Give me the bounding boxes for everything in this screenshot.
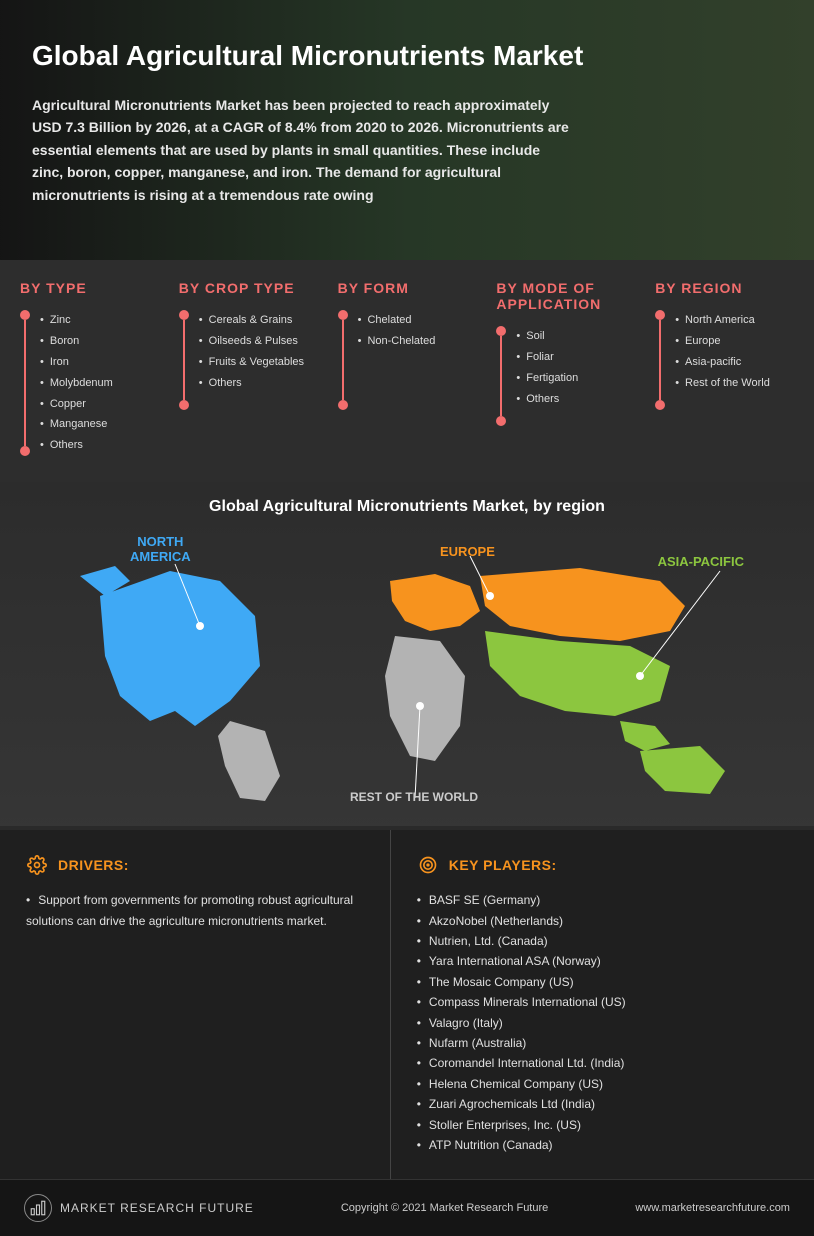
- list-item: The Mosaic Company (US): [417, 972, 788, 992]
- list-item: Zuari Agrochemicals Ltd (India): [417, 1094, 788, 1114]
- segment-title: BY MODE OF APPLICATION: [496, 280, 635, 312]
- segment-by-region: BY REGION North America Europe Asia-paci…: [645, 280, 804, 456]
- segment-title: BY TYPE: [20, 280, 159, 296]
- footer-url: www.marketresearchfuture.com: [635, 1202, 790, 1214]
- list-item: Copper: [40, 394, 113, 415]
- list-item: Others: [516, 389, 578, 410]
- segment-by-mode: BY MODE OF APPLICATION Soil Foliar Ferti…: [486, 280, 645, 456]
- segment-by-type: BY TYPE Zinc Boron Iron Molybdenum Coppe…: [10, 280, 169, 456]
- region-label-ap: ASIA-PACIFIC: [658, 554, 744, 569]
- segment-title: BY FORM: [338, 280, 477, 296]
- segment-title: BY CROP TYPE: [179, 280, 318, 296]
- list-item: ATP Nutrition (Canada): [417, 1135, 788, 1155]
- segment-by-form: BY FORM Chelated Non-Chelated: [328, 280, 487, 456]
- hero-description: Agricultural Micronutrients Market has b…: [32, 94, 572, 206]
- list-item: BASF SE (Germany): [417, 890, 788, 910]
- map-title: Global Agricultural Micronutrients Marke…: [20, 498, 794, 516]
- hero-section: Global Agricultural Micronutrients Marke…: [0, 0, 814, 260]
- list-item: Europe: [675, 331, 770, 352]
- list-item: Asia-pacific: [675, 352, 770, 373]
- list-item: Valagro (Italy): [417, 1013, 788, 1033]
- list-item: Oilseeds & Pulses: [199, 331, 304, 352]
- region-label-eu: EUROPE: [440, 544, 495, 559]
- list-item: Compass Minerals International (US): [417, 992, 788, 1012]
- footer-brand-text: MARKET RESEARCH FUTURE: [60, 1201, 254, 1215]
- segment-list: Cereals & Grains Oilseeds & Pulses Fruit…: [199, 310, 304, 410]
- drivers-list: Support from governments for promoting r…: [26, 890, 364, 931]
- list-item: Non-Chelated: [358, 331, 436, 352]
- list-item: AkzoNobel (Netherlands): [417, 911, 788, 931]
- footer: MARKET RESEARCH FUTURE Copyright © 2021 …: [0, 1179, 814, 1236]
- list-item: Molybdenum: [40, 373, 113, 394]
- list-item: North America: [675, 310, 770, 331]
- segment-divider: [655, 310, 665, 410]
- segment-by-crop-type: BY CROP TYPE Cereals & Grains Oilseeds &…: [169, 280, 328, 456]
- gear-icon: [26, 854, 48, 876]
- segment-divider: [496, 326, 506, 426]
- list-item: Fertigation: [516, 368, 578, 389]
- list-item: Others: [199, 373, 304, 394]
- key-players-label: KEY PLAYERS:: [449, 857, 557, 873]
- list-item: Zinc: [40, 310, 113, 331]
- segment-list: Soil Foliar Fertigation Others: [516, 326, 578, 426]
- key-players-column: KEY PLAYERS: BASF SE (Germany) AkzoNobel…: [391, 830, 814, 1179]
- segment-list: Zinc Boron Iron Molybdenum Copper Mangan…: [40, 310, 113, 456]
- brand-icon: [24, 1194, 52, 1222]
- segment-title: BY REGION: [655, 280, 794, 296]
- list-item: Iron: [40, 352, 113, 373]
- drivers-label: DRIVERS:: [58, 857, 129, 873]
- list-item: Support from governments for promoting r…: [26, 890, 364, 931]
- list-item: Stoller Enterprises, Inc. (US): [417, 1115, 788, 1135]
- map-section: Global Agricultural Micronutrients Marke…: [0, 482, 814, 826]
- bottom-section: DRIVERS: Support from governments for pr…: [0, 826, 814, 1179]
- list-item: Nutrien, Ltd. (Canada): [417, 931, 788, 951]
- list-item: Manganese: [40, 414, 113, 435]
- world-map: NORTHAMERICA EUROPE ASIA-PACIFIC REST OF…: [20, 526, 794, 806]
- list-item: Others: [40, 435, 113, 456]
- segment-divider: [20, 310, 30, 456]
- key-players-heading: KEY PLAYERS:: [417, 854, 788, 876]
- key-players-list: BASF SE (Germany) AkzoNobel (Netherlands…: [417, 890, 788, 1155]
- drivers-column: DRIVERS: Support from governments for pr…: [0, 830, 391, 1179]
- page-title: Global Agricultural Micronutrients Marke…: [32, 40, 782, 72]
- segment-divider: [179, 310, 189, 410]
- segment-divider: [338, 310, 348, 410]
- segment-list: North America Europe Asia-pacific Rest o…: [675, 310, 770, 410]
- list-item: Coromandel International Ltd. (India): [417, 1053, 788, 1073]
- list-item: Foliar: [516, 347, 578, 368]
- list-item: Cereals & Grains: [199, 310, 304, 331]
- region-label-na: NORTHAMERICA: [130, 534, 191, 564]
- list-item: Helena Chemical Company (US): [417, 1074, 788, 1094]
- segment-list: Chelated Non-Chelated: [358, 310, 436, 410]
- footer-brand: MARKET RESEARCH FUTURE: [24, 1194, 254, 1222]
- target-icon: [417, 854, 439, 876]
- region-label-row: REST OF THE WORLD: [350, 790, 478, 804]
- footer-copyright: Copyright © 2021 Market Research Future: [341, 1202, 548, 1214]
- list-item: Yara International ASA (Norway): [417, 951, 788, 971]
- list-item: Rest of the World: [675, 373, 770, 394]
- list-item: Boron: [40, 331, 113, 352]
- list-item: Fruits & Vegetables: [199, 352, 304, 373]
- list-item: Soil: [516, 326, 578, 347]
- list-item: Nufarm (Australia): [417, 1033, 788, 1053]
- drivers-heading: DRIVERS:: [26, 854, 364, 876]
- list-item: Chelated: [358, 310, 436, 331]
- segmentation-row: BY TYPE Zinc Boron Iron Molybdenum Coppe…: [0, 260, 814, 482]
